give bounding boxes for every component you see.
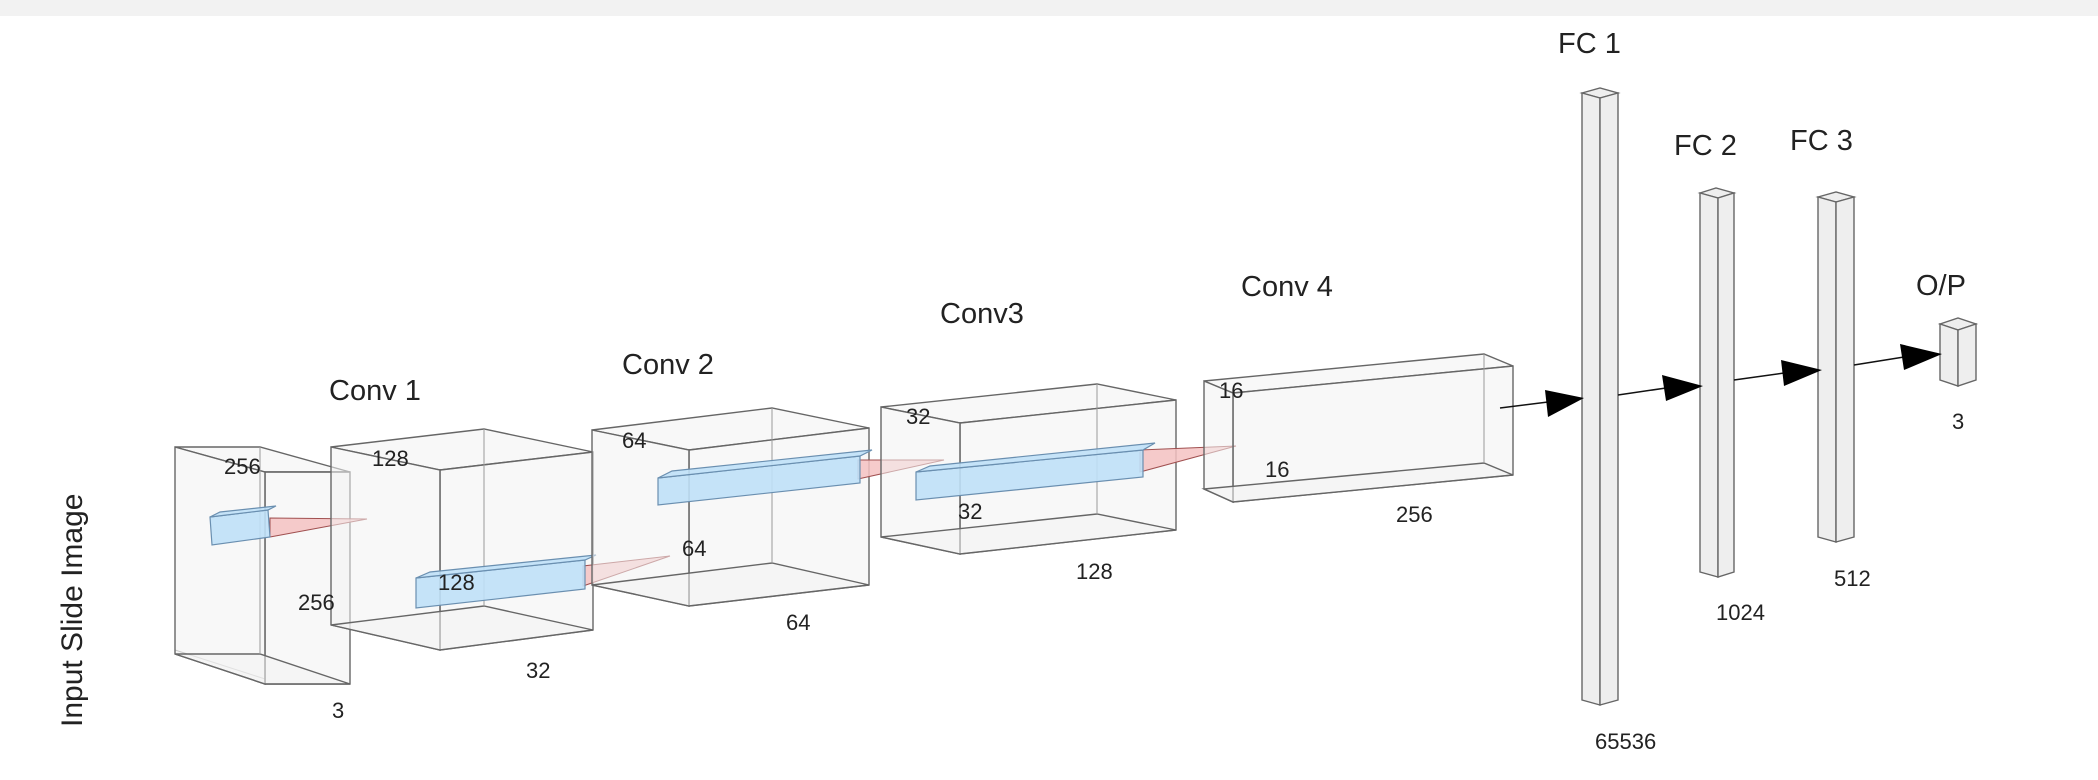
conv4-dim-width: 16 — [1265, 457, 1289, 482]
fc2-title: FC 2 — [1674, 130, 1737, 162]
top-strip — [0, 0, 2098, 16]
fc3-bar — [1815, 191, 1857, 543]
fc2-dim: 1024 — [1716, 600, 1765, 625]
conv4-dim-height: 16 — [1219, 378, 1243, 403]
conv2-dim-width: 64 — [682, 536, 706, 561]
conv3-title: Conv3 — [940, 298, 1024, 330]
conv1-dim-width: 128 — [438, 570, 475, 595]
conv2-dim-depth: 64 — [786, 610, 810, 635]
fc3-title: FC 3 — [1790, 125, 1853, 157]
arrow-fc1-fc2 — [1617, 375, 1703, 401]
fc3-dim: 512 — [1834, 566, 1871, 591]
conv3-dim-depth: 128 — [1076, 559, 1113, 584]
conv3-dim-height: 32 — [906, 404, 930, 429]
conv2-dim-height: 64 — [622, 428, 646, 453]
fc2-bar — [1697, 187, 1737, 578]
conv1-dim-depth: 32 — [526, 658, 550, 683]
conv1-title: Conv 1 — [329, 375, 421, 407]
fc1-bar — [1579, 87, 1621, 706]
conv3-kernel — [915, 442, 1237, 501]
conv1-dim-height: 128 — [372, 446, 409, 471]
input-volume — [174, 446, 351, 685]
conv4-title: Conv 4 — [1241, 271, 1333, 303]
arrow-fc2-fc3 — [1733, 360, 1822, 386]
arrow-fc3-op — [1853, 344, 1942, 370]
output-bar — [1937, 317, 1979, 387]
conv3-volume — [880, 383, 1177, 555]
input-dim-width: 256 — [298, 590, 335, 615]
input-dim-depth: 3 — [332, 698, 344, 723]
arrow-conv4-fc1 — [1499, 390, 1584, 417]
fc1-title: FC 1 — [1558, 28, 1621, 60]
conv3-dim-width: 32 — [958, 499, 982, 524]
op-dim: 3 — [1952, 409, 1964, 434]
fc1-dim: 65536 — [1595, 729, 1656, 754]
op-title: O/P — [1916, 270, 1966, 302]
conv4-dim-depth: 256 — [1396, 502, 1433, 527]
input-dim-height: 256 — [224, 454, 261, 479]
conv1-volume — [330, 428, 594, 651]
conv4-volume — [1201, 353, 1514, 504]
conv2-title: Conv 2 — [622, 349, 714, 381]
input-label: Input Slide Image — [56, 494, 89, 727]
